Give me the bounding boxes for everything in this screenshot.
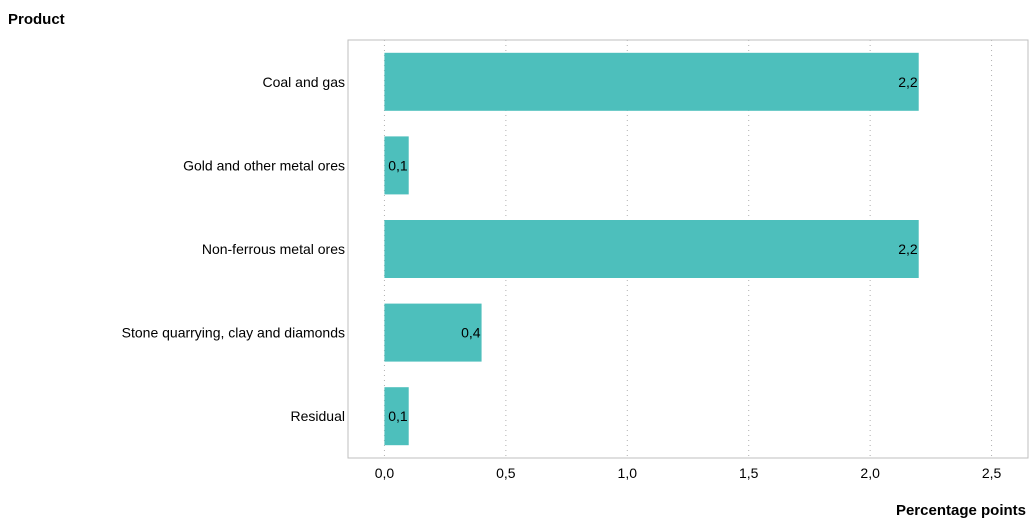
bar xyxy=(384,387,409,446)
bar-data-label: 0,4 xyxy=(461,325,481,341)
bar xyxy=(384,136,409,195)
bar-data-label: 2,2 xyxy=(898,241,918,257)
x-tick-label: 2,5 xyxy=(982,465,1002,481)
bar-data-label: 0,1 xyxy=(388,408,408,424)
category-label: Stone quarrying, clay and diamonds xyxy=(122,325,345,341)
bar-data-labels: 2,2 0,1 2,2 0,4 0,1 xyxy=(388,74,918,424)
bar xyxy=(384,303,482,362)
x-tick-label: 1,0 xyxy=(618,465,638,481)
category-label: Gold and other metal ores xyxy=(183,157,345,173)
category-label: Residual xyxy=(291,408,345,424)
x-tick-label: 2,0 xyxy=(860,465,880,481)
bar xyxy=(384,52,919,111)
plot-frame xyxy=(347,39,1029,459)
category-label: Non-ferrous metal ores xyxy=(202,241,345,257)
bar xyxy=(384,220,919,278)
x-axis-title: Percentage points xyxy=(896,502,1026,519)
bars xyxy=(384,52,919,446)
x-tick-label: 0,0 xyxy=(375,465,395,481)
bar-data-label: 2,2 xyxy=(898,74,918,90)
x-tick-label: 1,5 xyxy=(739,465,759,481)
x-tick-label: 0,5 xyxy=(496,465,516,481)
category-label: Coal and gas xyxy=(262,74,345,90)
category-labels: Coal and gas Gold and other metal ores Non… xyxy=(122,74,345,424)
bar-data-label: 0,1 xyxy=(388,157,408,173)
chart-title: Product xyxy=(8,11,65,28)
x-axis-tick-labels: 0,0 0,5 1,0 1,5 2,0 2,5 xyxy=(375,465,1002,481)
